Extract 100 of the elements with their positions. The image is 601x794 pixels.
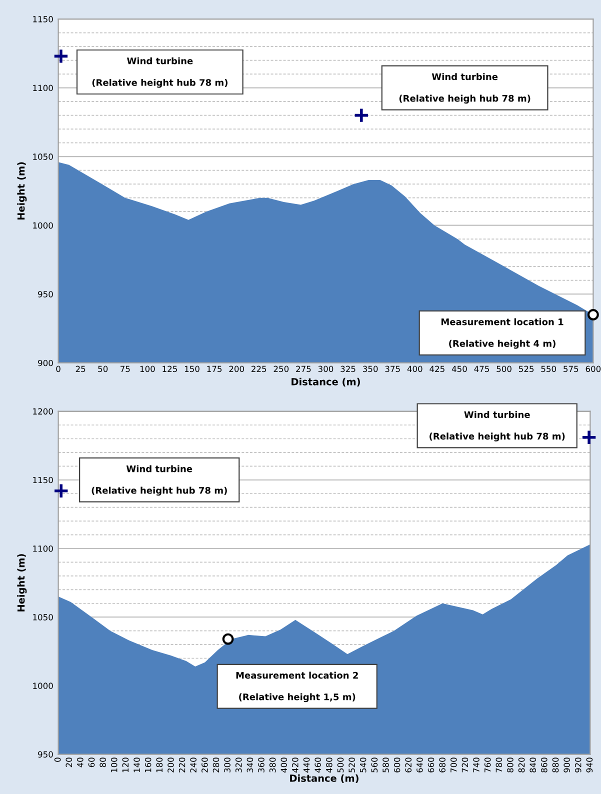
x-tick-label: 50	[98, 366, 108, 372]
point	[53, 482, 70, 499]
point	[52, 48, 69, 64]
x-tick-label: 760	[484, 758, 491, 772]
x-tick-label: 860	[541, 758, 548, 772]
x-tick-label: 125	[162, 366, 177, 372]
x-tick-label: 100	[140, 366, 155, 372]
x-tick-label: 275	[296, 366, 311, 372]
x-tick-label: 80	[100, 758, 106, 768]
x-tick-label: 540	[360, 758, 366, 772]
annotation: Wind turbine	[126, 465, 192, 472]
annotation: (Relative height 4 m)	[449, 340, 556, 349]
x-tick-label: 300	[318, 366, 334, 372]
x-tick-label: 475	[474, 366, 489, 372]
x-tick-label: 300	[224, 758, 230, 772]
x-tick-label: 600	[586, 366, 601, 372]
y-tick-label: 1200	[33, 408, 53, 415]
x-tick-label: 780	[496, 758, 502, 772]
x-tick-label: 20	[66, 758, 72, 768]
x-axis-title: Distance (m)	[292, 378, 360, 387]
x-tick-label: 200	[168, 758, 174, 772]
annotation: Wind turbine	[432, 73, 498, 80]
x-tick-label: 280	[212, 758, 220, 772]
x-axis-title: Distance (m)	[290, 774, 358, 784]
x-tick-label: 75	[120, 366, 130, 372]
x-tick-label: 0	[56, 366, 60, 372]
x-tick-label: 320	[235, 758, 242, 772]
annotation: Wind turbine	[127, 57, 193, 64]
annotation: (Relative height hub 78 m)	[92, 78, 228, 88]
x-tick-label: 160	[144, 758, 152, 772]
x-tick-label: 175	[207, 366, 222, 372]
y-tick-label: 1100	[33, 84, 53, 92]
x-tick-label: 525	[519, 366, 534, 372]
x-tick-label: 400	[407, 366, 422, 372]
x-tick-label: 180	[156, 758, 163, 772]
x-tick-label: 150	[184, 366, 200, 372]
x-tick-label: 200	[229, 366, 244, 372]
x-tick-label: 920	[574, 758, 582, 772]
point	[353, 107, 370, 124]
x-tick-label: 260	[202, 758, 208, 772]
x-tick-label: 520	[348, 758, 355, 772]
x-tick-label: 600	[394, 758, 400, 772]
y-tick-label: 1000	[33, 222, 53, 229]
y-tick-label: 1100	[33, 545, 53, 552]
x-tick-label: 325	[340, 366, 356, 372]
x-tick-label: 60	[88, 758, 95, 768]
y-tick-label: 1150	[33, 16, 53, 22]
x-tick-label: 680	[439, 758, 446, 772]
x-tick-label: 480	[326, 758, 332, 773]
y-axis-title: Height (m)	[17, 162, 27, 220]
x-tick-label: 120	[122, 758, 129, 772]
x-tick-label: 140	[134, 758, 140, 772]
point	[581, 429, 598, 446]
y-tick-label: 1050	[33, 614, 53, 620]
x-tick-label: 640	[416, 758, 423, 772]
x-tick-label: 900	[564, 758, 570, 772]
point	[587, 309, 599, 320]
point	[222, 633, 234, 645]
x-tick-label: 420	[292, 758, 298, 773]
x-tick-label: 250	[274, 366, 289, 372]
x-tick-label: 375	[385, 366, 400, 372]
x-tick-label: 660	[428, 758, 434, 772]
y-tick-label: 1150	[33, 476, 53, 484]
x-tick-label: 450	[452, 366, 467, 372]
annotation: (Relative height hub 78 m)	[92, 486, 227, 496]
x-tick-label: 700	[450, 758, 457, 772]
y-tick-label: 950	[38, 751, 53, 758]
x-tick-label: 460	[314, 758, 321, 773]
x-tick-label: 425	[430, 366, 444, 372]
x-tick-label: 820	[518, 758, 525, 772]
annotation: (Relative height 1,5 m)	[239, 693, 356, 702]
annotation: (Relative height hub 78 m)	[430, 432, 565, 442]
y-tick-label: 900	[38, 360, 53, 366]
annotation: Measurement location 1	[441, 318, 564, 326]
y-tick-label: 1000	[33, 682, 53, 689]
x-tick-label: 720	[462, 758, 468, 772]
x-tick-label: 840	[530, 758, 536, 772]
x-tick-label: 550	[541, 366, 556, 372]
x-tick-label: 380	[269, 758, 276, 772]
annotation: (Relative heigh hub 78 m)	[399, 94, 530, 104]
x-tick-label: 0	[54, 758, 61, 762]
x-tick-label: 440	[303, 758, 310, 773]
x-tick-label: 740	[473, 758, 480, 772]
x-tick-label: 500	[496, 366, 512, 372]
x-tick-label: 880	[552, 758, 559, 772]
x-tick-label: 580	[382, 758, 389, 772]
x-tick-label: 400	[280, 758, 288, 773]
x-tick-label: 620	[405, 758, 412, 772]
x-tick-label: 940	[586, 758, 593, 772]
y-axis-title: Height (m)	[17, 554, 27, 612]
x-tick-label: 350	[363, 366, 378, 372]
x-tick-label: 220	[178, 758, 186, 772]
x-tick-label: 240	[190, 758, 197, 772]
annotation: Measurement location 2	[236, 672, 358, 679]
x-tick-label: 25	[76, 366, 86, 372]
y-tick-label: 950	[38, 291, 53, 298]
x-tick-label: 575	[564, 366, 578, 372]
x-tick-label: 100	[110, 758, 118, 772]
x-tick-label: 800	[507, 758, 514, 772]
x-tick-label: 360	[258, 758, 264, 772]
